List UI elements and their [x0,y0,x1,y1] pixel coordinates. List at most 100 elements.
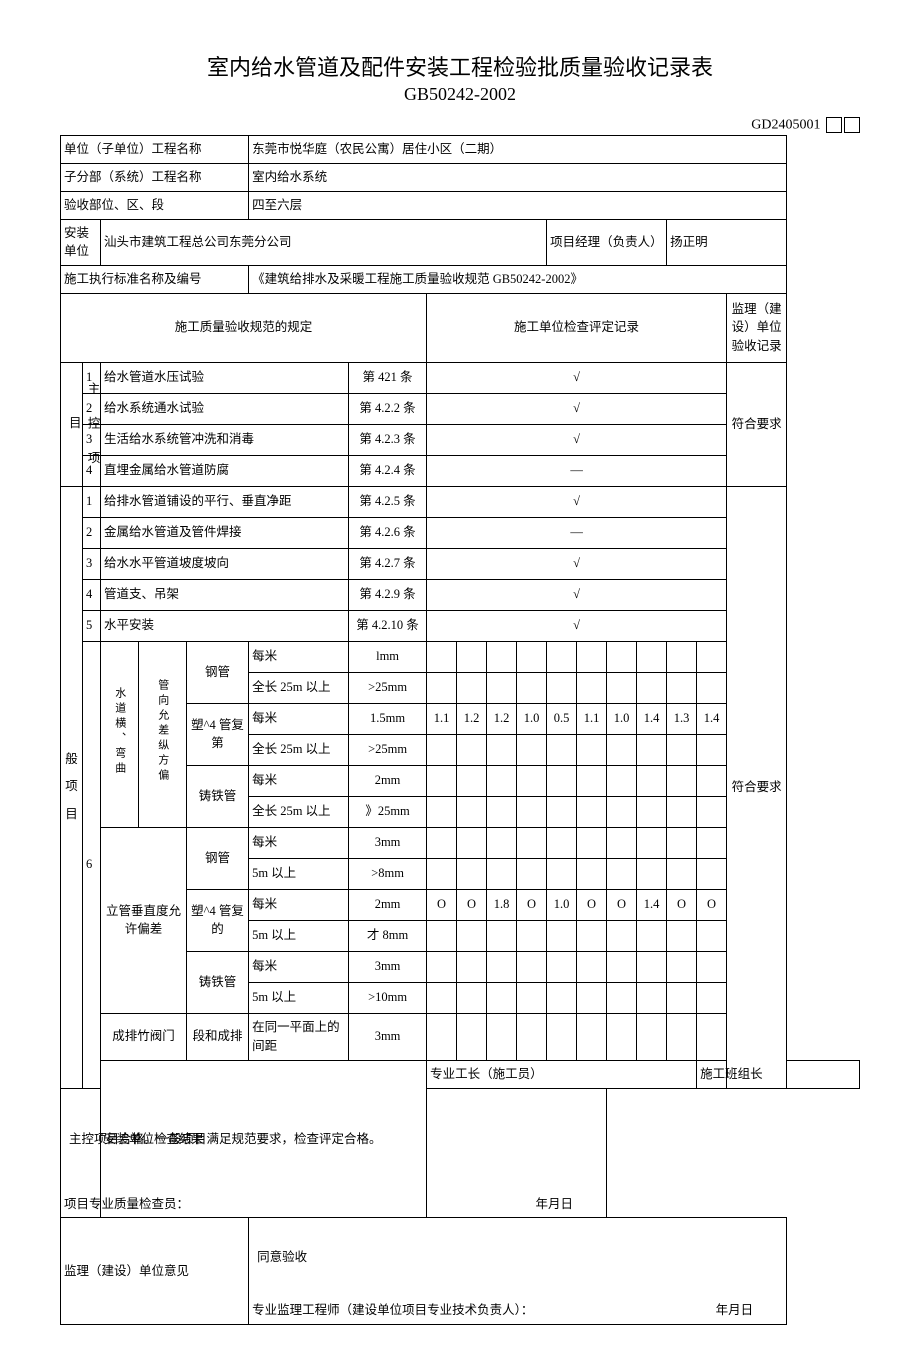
mc-name: 直埋金属给水管道防腐 [101,455,349,486]
gen-mark: √ [427,486,727,517]
val: >25mm [349,672,427,703]
spec-header: 施工质量验收规范的规定 [61,293,427,362]
gen-n: 2 [83,517,101,548]
mc-name: 给水管道水压试验 [101,362,349,393]
val: 3mm [349,951,427,982]
pipe-cast: 铸铁管 [187,951,249,1013]
gen-name: 金属给水管道及管件焊接 [101,517,349,548]
m: 0.5 [547,703,577,734]
gen-clause: 第 4.2.9 条 [349,579,427,610]
gen-name: 管道支、吊架 [101,579,349,610]
gen-mark: √ [427,579,727,610]
supervisor-header: 监理（建设）单位验收记录 [727,293,787,362]
general-group-label: 般 项 目 [61,486,83,1088]
section-value: 四至六层 [249,191,787,219]
m: 1.2 [457,703,487,734]
m: 1.1 [577,703,607,734]
m: 1.4 [697,703,727,734]
m: 1.2 [487,703,517,734]
doc-subtitle: GB50242-2002 [60,84,860,105]
checkbox-group [824,117,860,133]
mc-mark: — [427,455,727,486]
gen-clause: 第 4.2.10 条 [349,610,427,641]
date: 年月日 [716,1301,784,1320]
sub-project-label: 子分部（系统）工程名称 [61,164,249,192]
over5: 5m 以上 [249,920,349,951]
pipe-steel: 钢管 [187,641,249,703]
gen-mark: √ [427,548,727,579]
over25: 全长 25m 以上 [249,672,349,703]
valve-label: 成排竹阀门 [101,1013,187,1060]
gen-name: 给水水平管道坡度坡向 [101,548,349,579]
doc-title: 室内给水管道及配件安装工程检验批质量验收记录表 [60,50,860,82]
main-control-group-label: 主 控 项 目 [61,362,83,486]
m: O [607,889,637,920]
section-label: 验收部位、区、段 [61,191,249,219]
mc-name: 生活给水系统管冲洗和消毒 [101,424,349,455]
m: 1.4 [637,703,667,734]
m: 1.1 [427,703,457,734]
gen-clause: 第 4.2.6 条 [349,517,427,548]
val: 2mm [349,889,427,920]
val: >25mm [349,734,427,765]
date: 年月日 [536,1195,604,1214]
val: 1.5mm [349,703,427,734]
doc-id-row: GD2405001 [60,117,860,133]
row-install-check: 主控项目合格。一般项目满足规范要求，检查评定合格。 [61,1088,860,1191]
valve-sub: 段和成排 [187,1013,249,1060]
val: 3mm [349,1013,427,1060]
horiz-label2: 管向允差纵方偏 [139,641,187,827]
gen-n: 1 [83,486,101,517]
checkbox-2 [844,117,860,133]
pm-label: 项目经理（负责人） [547,219,667,266]
m: 1.0 [547,889,577,920]
row-install: 安装单位 汕头市建筑工程总公司东莞分公司 项目经理（负责人） 扬正明 [61,219,860,266]
pipe-plastic: 塑^4 管复第 [187,703,249,765]
val: lmm [349,641,427,672]
m: 1.8 [487,889,517,920]
standard-value: 《建筑给排水及采暖工程施工质量验收规范 GB50242-2002》 [249,266,787,294]
check-header: 施工单位检查评定记录 [427,293,727,362]
install-check-text: 主控项目合格。一般项目满足规范要求，检查评定合格。 [61,1088,607,1191]
m: 1.0 [517,703,547,734]
same-plane: 在同一平面上的间距 [249,1013,349,1060]
over5: 5m 以上 [249,858,349,889]
val: 才 8mm [349,920,427,951]
unit-project-label: 单位（子单位）工程名称 [61,136,249,164]
val: 2mm [349,765,427,796]
m: O [517,889,547,920]
mc-mark: √ [427,393,727,424]
gen-clause: 第 4.2.5 条 [349,486,427,517]
sub-project-value: 室内给水系统 [249,164,787,192]
vert-label: 立管垂直度允许偏差 [101,827,187,1013]
m: O [697,889,727,920]
mc-clause: 第 4.2.2 条 [349,393,427,424]
gen-mark: — [427,517,727,548]
per-m: 每米 [249,641,349,672]
val: 》25mm [349,796,427,827]
gen-n: 5 [83,610,101,641]
per-m: 每米 [249,827,349,858]
pipe-cast: 铸铁管 [187,765,249,827]
m: O [577,889,607,920]
checkbox-1 [826,117,842,133]
m: 1.3 [667,703,697,734]
unit-project-value: 东莞市悦华庭（农民公寓）居住小区（二期） [249,136,787,164]
gen-verdict: 符合要求 [727,486,787,1088]
row-foreman: 安装单位检查结果 专业工长（施工员） 施工班组长 [61,1060,860,1088]
over25: 全长 25m 以上 [249,796,349,827]
pipe-steel: 钢管 [187,827,249,889]
mc-row-1: 主 控 项 目 1 给水管道水压试验 第 421 条 √ 符合要求 [61,362,860,393]
m: 1.4 [637,889,667,920]
supervisor-label: 监理（建设）单位意见 [61,1218,249,1325]
pm-value: 扬正明 [667,219,787,266]
row-quality-sig: 项目专业质量检查员： 年月日 [61,1191,860,1218]
install-unit-value: 汕头市建筑工程总公司东莞分公司 [101,219,547,266]
mc-clause: 第 4.2.4 条 [349,455,427,486]
m: O [427,889,457,920]
gen-n: 4 [83,579,101,610]
m: O [457,889,487,920]
row-unit: 单位（子单位）工程名称 东莞市悦华庭（农民公寓）居住小区（二期） [61,136,860,164]
row-section: 验收部位、区、段 四至六层 [61,191,860,219]
foreman-label: 专业工长（施工员） [427,1060,697,1088]
